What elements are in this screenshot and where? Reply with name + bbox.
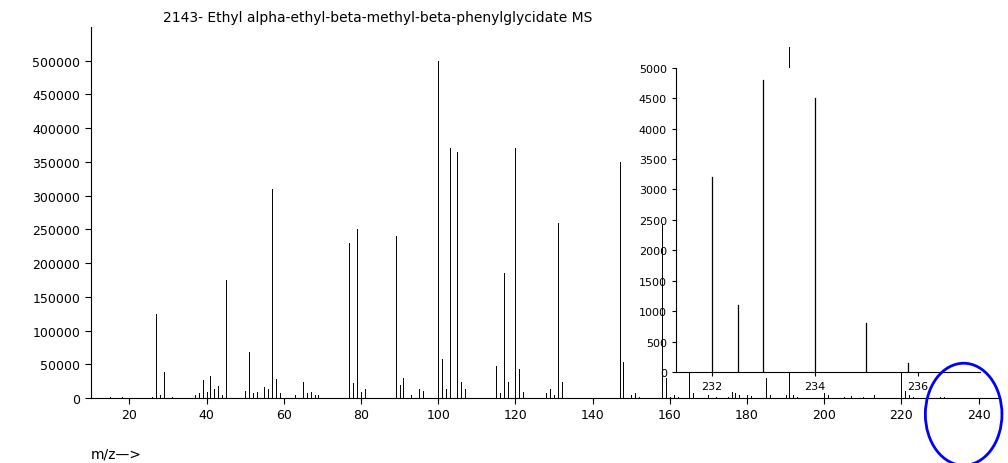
Text: 2143- Ethyl alpha-ethyl-beta-methyl-beta-phenylglycidate MS: 2143- Ethyl alpha-ethyl-beta-methyl-beta…	[163, 11, 593, 25]
Text: m/z—>: m/z—>	[91, 446, 141, 460]
